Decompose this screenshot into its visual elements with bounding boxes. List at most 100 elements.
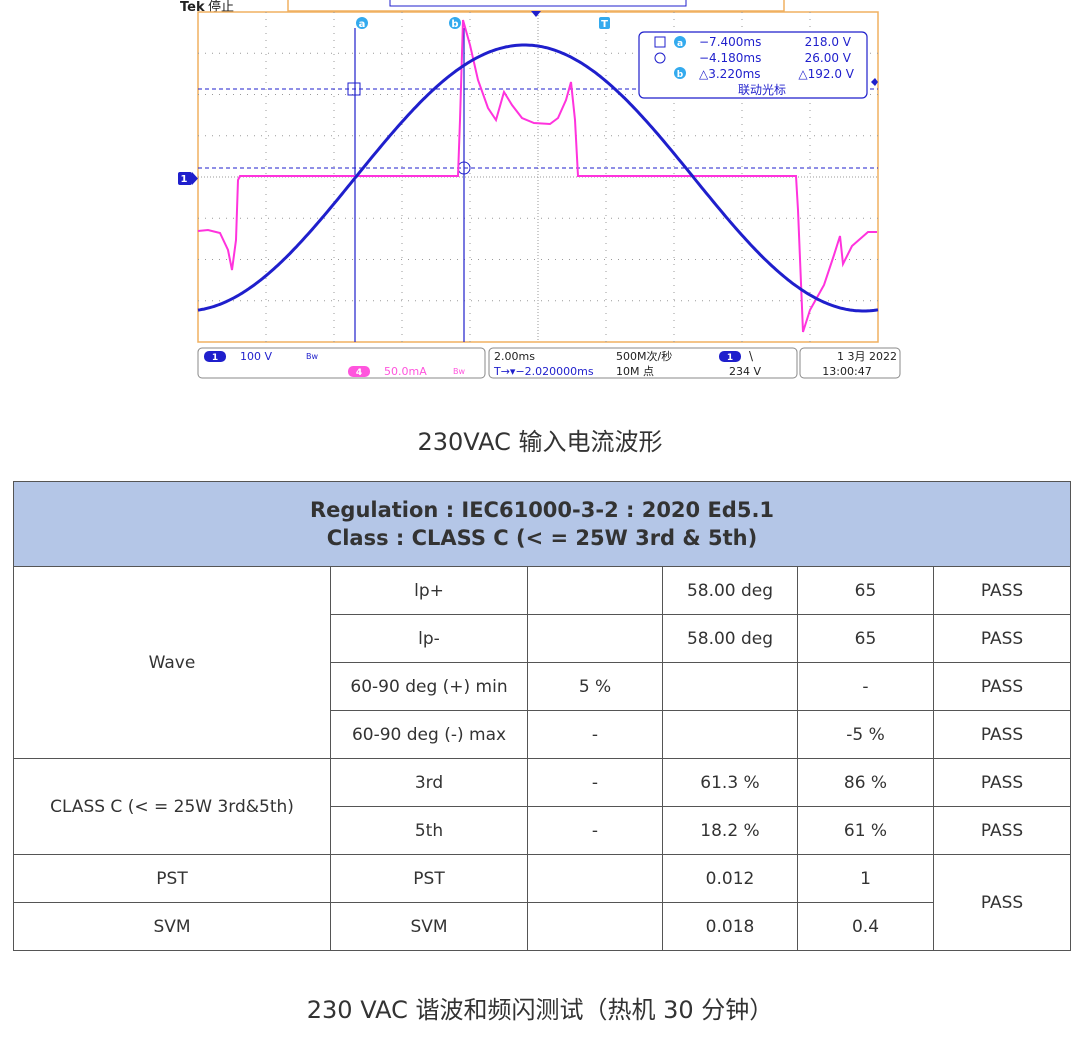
channel-status-panel[interactable]: [197, 347, 486, 379]
cursor-b-handle[interactable]: [449, 17, 461, 29]
ch1-voltage-waveform: [197, 43, 879, 313]
table-row: PST PST 0.012 1 PASS: [13, 854, 1072, 951]
table-cell: -: [797, 662, 934, 711]
table-row: 60-90 deg (-) max - -5 % PASS: [14, 710, 1072, 759]
table-cell: 0.018: [662, 902, 798, 951]
timebase-scale: 2.00ms: [494, 350, 535, 363]
table-cell: 5th: [330, 806, 528, 855]
table-cell: 58.00 deg: [662, 566, 798, 615]
flicker-result-cell: PASS: [932, 854, 1072, 951]
readout-a-handle-label: a: [677, 39, 683, 49]
table-cell: 60-90 deg (-) max: [330, 710, 528, 759]
cursor-a-handle-label: a: [359, 19, 366, 30]
ch1-scale: 100 V: [240, 350, 272, 363]
table-cell: 3rd: [330, 758, 528, 807]
table-cell: 0.4: [797, 902, 934, 951]
readout-a-time: −7.400ms: [699, 35, 761, 49]
table-cell: [527, 614, 663, 663]
readout-a-symbol: [654, 36, 666, 48]
table-cell: -: [527, 806, 663, 855]
table-header: Regulation : IEC61000-3-2 : 2020 Ed5.1 C…: [12, 481, 1072, 567]
test-caption: 230 VAC 谐波和频闪测试（热机 30 分钟）: [306, 996, 774, 1024]
table-cell: 86 %: [797, 758, 934, 807]
table-cell: PST: [13, 854, 331, 903]
table-cell: -: [527, 710, 663, 759]
table-cell: 61 %: [797, 806, 934, 855]
table-cell: -5 %: [797, 710, 934, 759]
ch4-bandwidth-icon: Bw: [453, 367, 465, 376]
table-cell: PASS: [932, 806, 1072, 855]
record-view-window: [389, 0, 687, 7]
readout-delta-time: △3.220ms: [699, 67, 761, 81]
table-cell: 65: [797, 566, 934, 615]
sample-rate: 500M次/秒: [616, 349, 672, 363]
class-label: Class : CLASS C (< = 25W 3rd & 5th): [326, 526, 758, 550]
table-cell: PST: [330, 854, 528, 903]
datetime-panel: [799, 347, 901, 379]
wave-group-cell: Wave: [13, 566, 331, 759]
table-row: Wave lp+ 58.00 deg 65 PASS: [13, 566, 1072, 759]
ch1-ground-arrow: [192, 172, 198, 185]
regulation-label: Regulation : IEC61000-3-2 : 2020 Ed5.1: [310, 498, 775, 522]
readout-b-handle: [674, 67, 686, 79]
readout-delta-value: △192.0 V: [798, 67, 854, 81]
table-cell: [527, 902, 663, 951]
table-row: CLASS C (< = 25W 3rd&5th) 3rd - 61.3 % 8…: [13, 758, 1072, 855]
ch1-badge: [204, 351, 226, 362]
table-cell: 60-90 deg (+) min: [330, 662, 528, 711]
table-cell: 61.3 %: [662, 758, 798, 807]
table-row: 5th - 18.2 % 61 % PASS: [14, 806, 1072, 855]
table-cell: 58.00 deg: [662, 614, 798, 663]
table-cell: [527, 566, 663, 615]
scope-time: 13:00:47: [822, 365, 871, 378]
cursor-readout-box: [638, 31, 868, 99]
harmonics-result-table: Regulation : IEC61000-3-2 : 2020 Ed5.1 C…: [12, 481, 1072, 951]
table-cell: lp+: [330, 566, 528, 615]
table-cell: 0.012: [662, 854, 798, 903]
table-cell: PASS: [932, 710, 1072, 759]
table-cell: PASS: [932, 758, 1072, 807]
ch1-bandwidth-icon: Bw: [306, 352, 318, 361]
trigger-source-label: 1: [727, 353, 733, 363]
readout-b-symbol: [654, 52, 666, 64]
cursor-b-handle-label: b: [451, 19, 458, 30]
trigger-level: 234 V: [729, 365, 761, 378]
readout-a-handle: [674, 36, 686, 48]
table-cell: PASS: [932, 662, 1072, 711]
trigger-position-label: T: [601, 19, 608, 30]
table-cell: lp-: [330, 614, 528, 663]
ch1-ground-marker[interactable]: [178, 172, 192, 185]
trigger-source-badge: [719, 351, 741, 362]
waveform-caption: 230VAC 输入电流波形: [417, 428, 663, 456]
table-cell: [527, 854, 663, 903]
classc-group-cell: CLASS C (< = 25W 3rd&5th): [13, 758, 331, 855]
cursor-a-crosshair: [347, 82, 361, 96]
trigger-level-marker: [871, 78, 878, 86]
table-cell: PASS: [932, 566, 1072, 615]
ch4-current-waveform: [197, 19, 877, 333]
readout-mode: 联动光标: [738, 83, 786, 97]
trigger-position-marker[interactable]: [599, 17, 610, 29]
table-cell: 18.2 %: [662, 806, 798, 855]
readout-b-value: 26.00 V: [805, 51, 852, 65]
readout-a-value: 218.0 V: [805, 35, 852, 49]
cursor-a-handle[interactable]: [356, 17, 368, 29]
table-row: SVM SVM 0.018 0.4: [13, 902, 1071, 951]
trigger-time-marker: [531, 11, 541, 17]
ch1-badge-label: 1: [212, 353, 218, 363]
table-cell: PASS: [932, 614, 1072, 663]
ch1-ground-marker-label: 1: [181, 174, 188, 185]
table-row: lp- 58.00 deg 65 PASS: [14, 614, 1072, 663]
trigger-slope: \: [749, 349, 754, 363]
readout-b-handle-label: b: [677, 70, 684, 80]
record-length: 10M 点: [616, 365, 654, 378]
table-cell: 1: [797, 854, 934, 903]
table-cell: 5 %: [527, 662, 663, 711]
table-cell: -: [527, 758, 663, 807]
table-cell: 65: [797, 614, 934, 663]
table-cell: [662, 710, 798, 759]
table-row: 60-90 deg (+) min 5 % - PASS: [14, 662, 1072, 711]
scope-date: 1 3月 2022: [837, 350, 897, 363]
ch4-scale: 50.0mA: [384, 365, 427, 378]
oscilloscope-screenshot: Tek 停止 a b T 1 a −7.400ms 218.0 V −4.180…: [178, 0, 903, 385]
